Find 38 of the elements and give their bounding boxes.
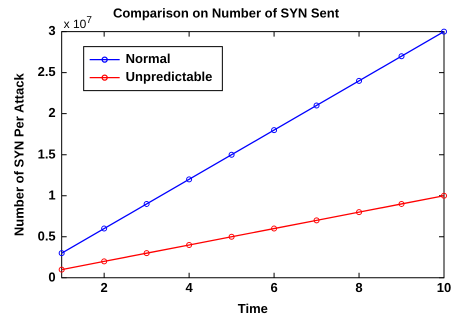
x-axis-title: Time xyxy=(238,300,268,316)
point xyxy=(441,28,447,35)
point xyxy=(228,152,235,158)
y-tick-label: 1 xyxy=(48,187,56,202)
point xyxy=(101,226,108,232)
x-tick-label: 4 xyxy=(185,280,194,296)
point xyxy=(271,127,278,134)
chart-title: Comparison on Number of SYN Sent xyxy=(112,5,340,20)
point xyxy=(271,226,278,232)
x-tick-label: 10 xyxy=(436,280,452,296)
y-axis-title: Number of SYN Per Attack xyxy=(11,72,26,236)
y-tick-label: 2 xyxy=(48,105,56,120)
y-tick-label: 1.5 xyxy=(38,146,56,162)
point xyxy=(186,176,192,182)
y-tick-label: 2.5 xyxy=(38,64,56,80)
point xyxy=(398,53,405,60)
legend-label: Unpredictable xyxy=(126,69,212,84)
point xyxy=(398,200,405,207)
point xyxy=(186,242,192,248)
x-tick-label: 6 xyxy=(270,280,278,296)
point xyxy=(101,258,108,264)
point xyxy=(144,250,150,256)
legend-label: Normal xyxy=(126,51,170,66)
x-tick-label: 8 xyxy=(355,280,363,296)
point xyxy=(356,209,362,216)
point xyxy=(58,250,65,256)
point xyxy=(356,78,362,84)
point xyxy=(228,234,235,240)
point xyxy=(58,266,65,273)
y-tick-label: 0 xyxy=(48,269,56,284)
point xyxy=(441,192,447,199)
point xyxy=(144,200,150,207)
x-tick-label: 2 xyxy=(100,280,108,296)
point xyxy=(314,102,320,108)
text: x 10$^{7}$ xyxy=(64,14,92,31)
point xyxy=(314,217,320,224)
y-tick-label: 0.5 xyxy=(38,228,56,244)
y-tick-label: 3 xyxy=(48,23,56,38)
